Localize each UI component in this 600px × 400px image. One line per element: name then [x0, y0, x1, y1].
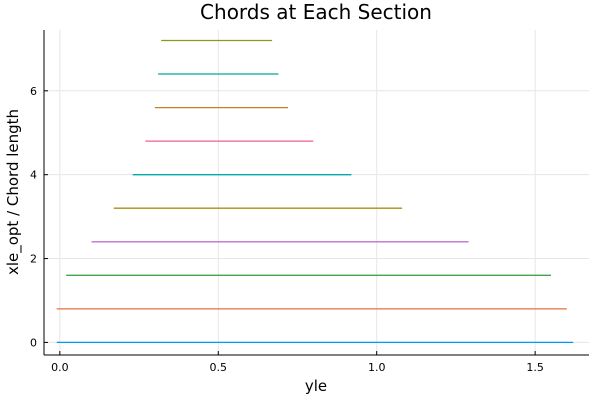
y-axis-label: xle_opt / Chord length	[4, 109, 23, 275]
x-tick-label: 0.5	[210, 361, 228, 374]
ticks: 0.0 0.5 1.0 1.5 0 2 4 6	[30, 85, 544, 374]
series	[56, 39, 574, 344]
x-axis-label: yle	[305, 377, 327, 395]
axes	[43, 30, 589, 356]
x-tick-label: 0.0	[51, 361, 69, 374]
y-tick-label: 2	[30, 253, 37, 266]
y-tick-label: 0	[30, 336, 37, 349]
y-tick-label: 6	[30, 85, 37, 98]
x-tick-label: 1.5	[526, 361, 544, 374]
y-tick-label: 4	[30, 169, 37, 182]
grid	[44, 30, 589, 355]
x-tick-label: 1.0	[368, 361, 386, 374]
chart-title: Chords at Each Section	[200, 0, 432, 24]
